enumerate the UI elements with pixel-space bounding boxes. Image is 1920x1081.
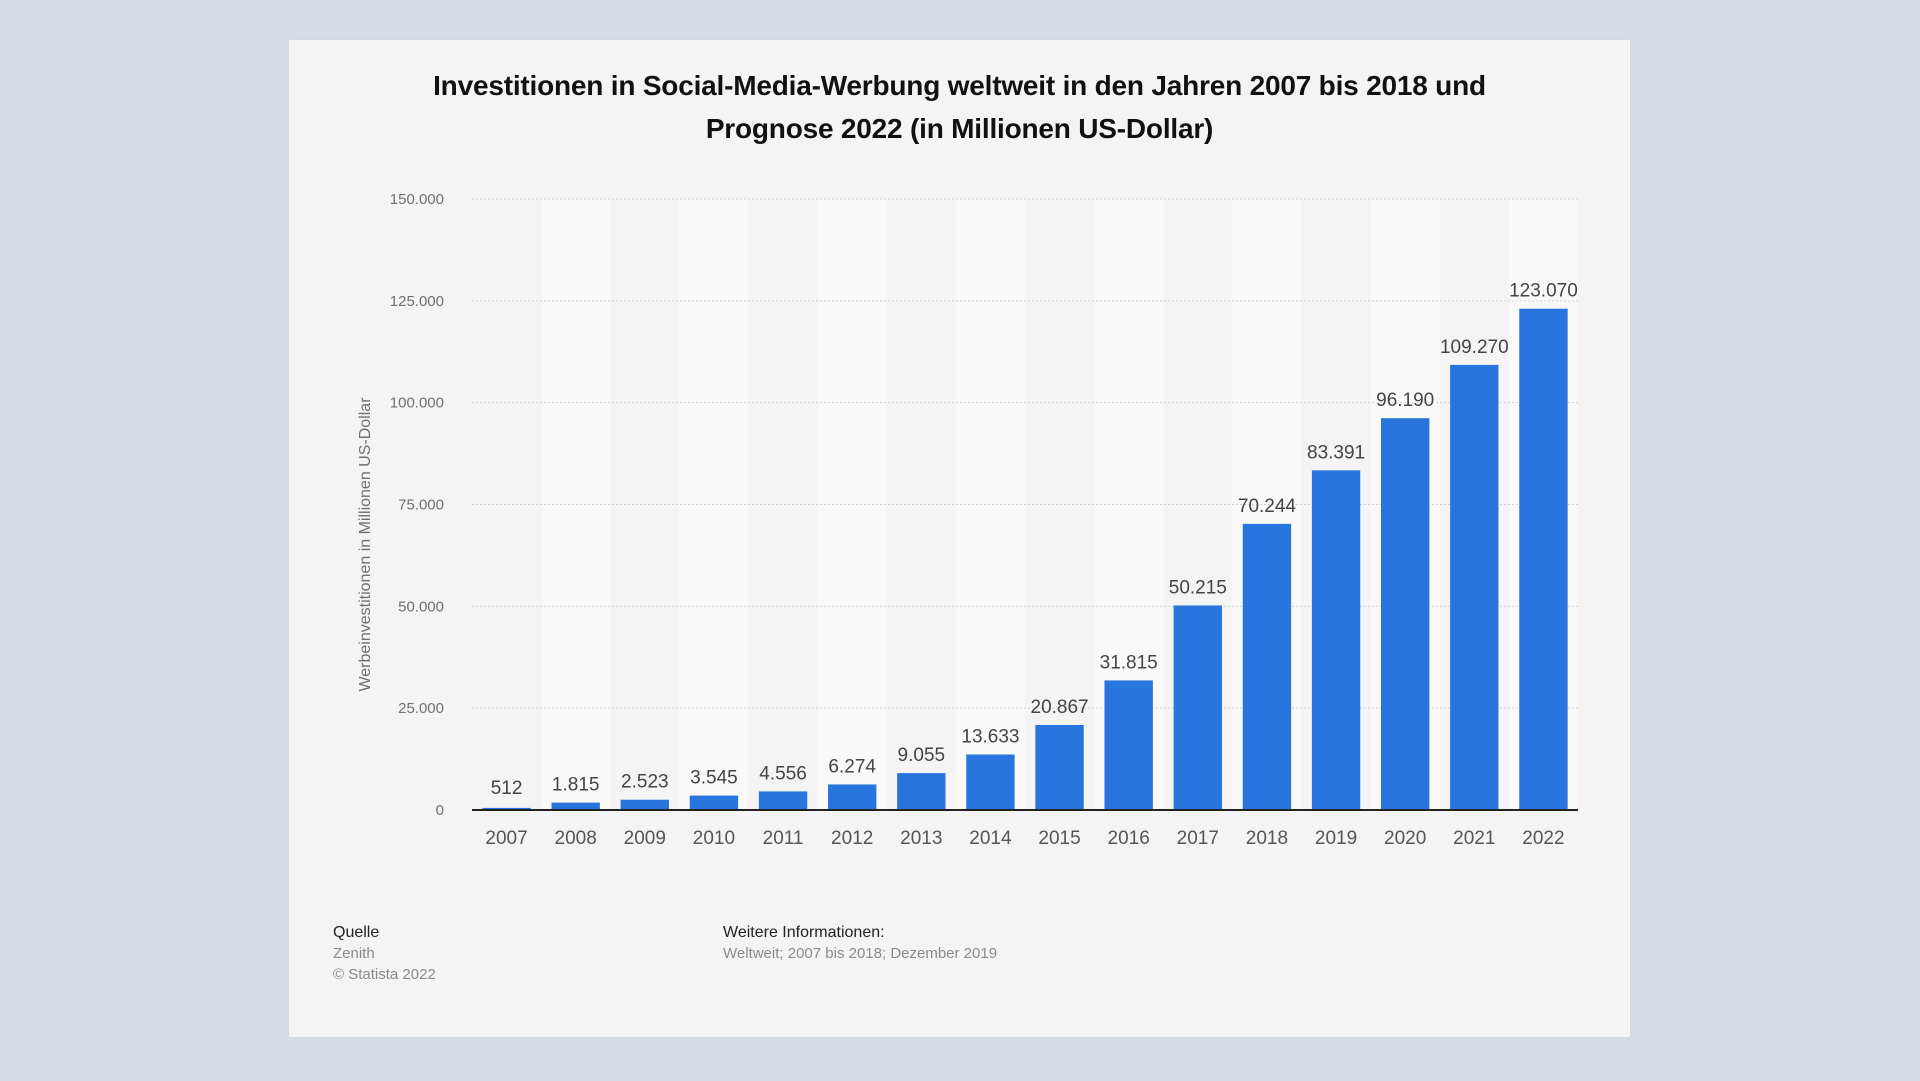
x-tick-label: 2012 xyxy=(831,828,873,849)
source-heading: Quelle xyxy=(333,924,380,941)
x-tick-label: 2009 xyxy=(624,828,666,849)
x-tick-label: 2014 xyxy=(969,828,1012,849)
bar xyxy=(1450,364,1499,810)
info-heading: Weitere Informationen: xyxy=(723,924,885,941)
value-label: 83.391 xyxy=(1307,442,1365,463)
column-stripe xyxy=(541,199,611,810)
y-tick-label: 0 xyxy=(436,802,444,819)
bar xyxy=(1104,680,1153,810)
value-label: 1.815 xyxy=(552,775,600,796)
value-label: 4.556 xyxy=(759,763,807,784)
value-label: 70.244 xyxy=(1238,496,1297,517)
x-tick-label: 2011 xyxy=(763,828,804,849)
x-tick-label: 2016 xyxy=(1108,828,1150,849)
bar xyxy=(1311,470,1361,810)
bar xyxy=(482,807,531,810)
y-axis-ticks: 0 25.000 50.000 75.000 100.000 125.000 150.000 xyxy=(390,191,444,819)
value-label: 20.867 xyxy=(1031,697,1089,718)
chart-title-line-1: Investitionen in Social-Media-Werbung we… xyxy=(433,70,1486,101)
source-name[interactable]: Zenith xyxy=(333,945,375,962)
source-block: Quelle Zenith © Statista 2022 xyxy=(333,922,436,985)
value-label: 123.070 xyxy=(1509,281,1578,302)
chart-title: Investitionen in Social-Media-Werbung we… xyxy=(289,64,1630,150)
bars xyxy=(482,308,1568,810)
bar xyxy=(827,784,877,810)
x-tick-label: 2010 xyxy=(693,828,735,849)
value-label: 109.270 xyxy=(1440,337,1509,358)
value-label: 2.523 xyxy=(621,772,669,793)
x-tick-label: 2008 xyxy=(555,828,597,849)
y-tick-label: 100.000 xyxy=(390,395,444,412)
y-tick-label: 150.000 xyxy=(390,191,444,208)
bar xyxy=(897,773,946,810)
value-label: 6.274 xyxy=(828,756,876,777)
y-axis-title: Werbeinvestitionen in Millionen US-Dolla… xyxy=(357,397,374,692)
x-tick-label: 2022 xyxy=(1522,828,1564,849)
value-label: 50.215 xyxy=(1169,577,1227,598)
x-tick-label: 2015 xyxy=(1038,828,1080,849)
info-block: Weitere Informationen: Weltweit; 2007 bi… xyxy=(723,922,997,964)
value-label: 3.545 xyxy=(690,768,738,789)
y-tick-label: 125.000 xyxy=(390,293,444,310)
chart-title-line-2: Prognose 2022 (in Millionen US-Dollar) xyxy=(705,113,1214,144)
x-tick-label: 2020 xyxy=(1384,828,1426,849)
value-label: 9.055 xyxy=(898,745,946,766)
column-stripe xyxy=(955,199,1025,810)
value-label: 96.190 xyxy=(1376,390,1434,411)
value-labels: 512 1.815 2.523 3.545 4.556 6.274 9.055 13.633 2… xyxy=(491,281,1578,799)
bar xyxy=(1380,418,1430,810)
info-text: Weltweit; 2007 bis 2018; Dezember 2019 xyxy=(723,945,998,962)
value-label: 31.815 xyxy=(1100,652,1158,673)
bar xyxy=(689,795,739,810)
bar xyxy=(551,802,600,810)
x-tick-label: 2021 xyxy=(1453,828,1495,849)
chart-card: Investitionen in Social-Media-Werbung we… xyxy=(289,40,1630,1037)
bar xyxy=(1519,308,1568,810)
bar-chart: 0 25.000 50.000 75.000 100.000 125.000 150.000… xyxy=(357,191,1578,849)
bar xyxy=(1035,725,1084,810)
bar xyxy=(966,754,1015,810)
x-tick-label: 2019 xyxy=(1315,828,1357,849)
bar xyxy=(620,799,670,810)
bar xyxy=(1242,523,1292,810)
y-tick-label: 75.000 xyxy=(398,497,444,514)
y-tick-label: 50.000 xyxy=(398,598,444,615)
value-label: 13.633 xyxy=(961,726,1019,747)
x-axis-ticks: 2007 2008 2009 2010 2011 2012 2013 2014 2015 2016… xyxy=(485,828,1564,849)
y-tick-label: 25.000 xyxy=(398,700,444,717)
x-tick-label: 2007 xyxy=(485,828,527,849)
x-tick-label: 2017 xyxy=(1177,828,1219,849)
x-tick-label: 2013 xyxy=(900,828,942,849)
copyright: © Statista 2022 xyxy=(333,966,436,983)
x-tick-label: 2018 xyxy=(1246,828,1288,849)
value-label: 512 xyxy=(491,778,523,799)
bar xyxy=(758,791,808,810)
bar xyxy=(1173,605,1223,810)
